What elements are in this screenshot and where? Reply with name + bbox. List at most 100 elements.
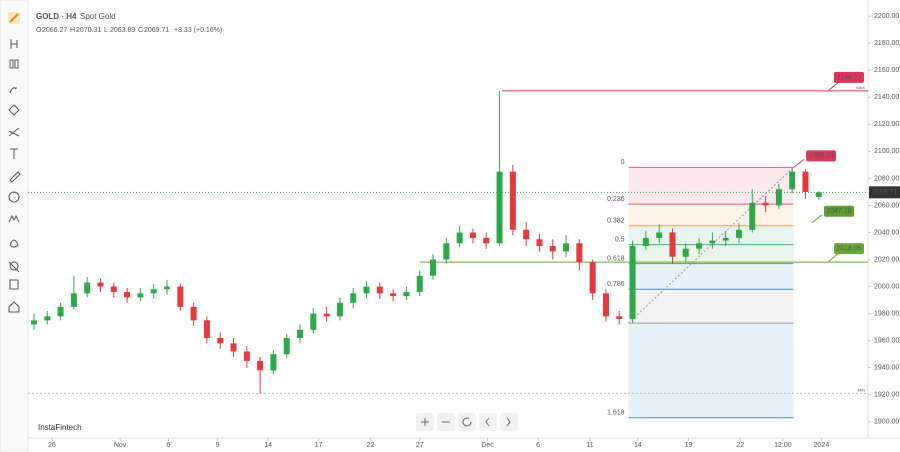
candle-body [669,232,676,257]
candle-body [576,243,583,263]
ohlc-key: H [70,27,75,34]
tool-pencil[interactable] [9,13,19,23]
zoom-in-icon [421,418,429,426]
symbol-name: Spot Gold [80,12,116,21]
y-tick-label: 2080.00 [874,175,899,182]
candle-body [70,293,77,307]
ohlc-value: 2070.31 [76,27,101,34]
candle-body [336,302,343,317]
y-tick-label: 1960.00 [874,337,899,344]
candle-body [616,316,623,320]
fib-zone [628,263,794,290]
candle-body [283,337,290,355]
candle-body [642,237,649,247]
fib-label: 1.618 [607,410,625,417]
tool-lines[interactable] [8,127,20,137]
candle-body [483,237,490,244]
x-tick-label: 22 [736,442,744,449]
fib-zone [628,204,794,226]
candle-body [456,232,463,244]
ohlc-key: O [36,27,42,34]
tool-cursor[interactable] [10,39,18,49]
candle-body [735,229,742,238]
candle-body [443,243,450,260]
candle-body [44,316,51,321]
tool-home[interactable] [8,301,20,313]
candle-body [749,202,756,230]
candle-body [270,354,277,371]
nav-controls [416,413,518,431]
x-tick-label: Nov [114,442,127,449]
y-tick-label: 2180.00 [874,40,899,47]
level-tag-label: 2018.05 [836,246,861,253]
candle-body [496,171,503,244]
tool-magnet[interactable] [9,239,19,248]
tool-fx[interactable] [9,87,17,94]
y-tick-label: 2040.00 [874,229,899,236]
level-tag [834,243,864,255]
tool-hide[interactable] [8,261,20,273]
scroll-left-icon [485,417,490,427]
candle-body [297,329,304,338]
candle-body [390,293,397,297]
candle-body [523,229,530,240]
y-tick-label: 2000.00 [874,283,899,290]
y-tick-label: 1920.00 [874,392,899,399]
y-tick-label: 1900.00 [874,419,899,426]
tool-brush[interactable] [9,171,21,183]
ohlc-key: C [138,27,143,34]
y-tick-label: 2060.00 [874,202,899,209]
fib-label: 0 [621,159,625,166]
x-tick-label: 12:00 [774,442,792,449]
tool-bars[interactable] [9,59,14,69]
x-tick-label: 2024 [814,442,830,449]
x-tick-label: 11 [586,442,593,449]
level-note: MIN [858,387,865,392]
tool-shape[interactable] [8,104,20,116]
candle-body [363,286,370,294]
y-tick-label: 2200.00 [874,13,899,20]
ohlc-value: 2063.89 [110,27,135,34]
fib-zone [628,323,794,418]
candle-body [137,293,144,298]
candle-body [549,246,556,252]
level-tag-label: 2144.72 [836,74,861,81]
candle-body [682,248,689,257]
candle-body [230,343,237,352]
tag-label: 2047.18 [826,208,851,215]
candle-body [416,275,423,292]
tag [806,150,836,162]
x-tick-label: 14 [264,442,272,449]
candle-body [124,291,131,298]
tool-bars-2[interactable] [14,59,19,69]
tool-text[interactable] [10,148,18,159]
candle-body [709,240,716,244]
x-tick-label: 22 [367,442,375,449]
y-tick-label: 1940.00 [874,365,899,372]
last-price-label: 2069.71 [872,189,897,196]
candle-body [177,286,184,307]
scroll-right[interactable] [500,413,518,431]
candle-body [762,202,769,206]
tool-emoji[interactable] [8,191,20,203]
candle-body [57,306,64,317]
candle-body [84,282,91,294]
reset[interactable] [458,413,476,431]
x-tick-label: 27 [416,442,424,449]
y-tick-label: 2100.00 [874,148,899,155]
ohlc-key: L [104,27,108,34]
x-tick-label: 19 [685,442,693,449]
candle-body [164,286,171,290]
candle-body [656,232,663,238]
fib-label: 0.786 [607,281,625,288]
candle-body [190,306,197,321]
toolbar-icons [8,12,21,313]
x-tick-label: 14 [634,442,642,449]
fib-label: 0.618 [607,255,625,262]
candle-body [257,360,264,371]
scroll-left[interactable] [479,413,497,431]
tool-lock[interactable] [9,279,19,290]
candle-body [509,171,516,230]
tool-pattern[interactable] [8,214,20,223]
